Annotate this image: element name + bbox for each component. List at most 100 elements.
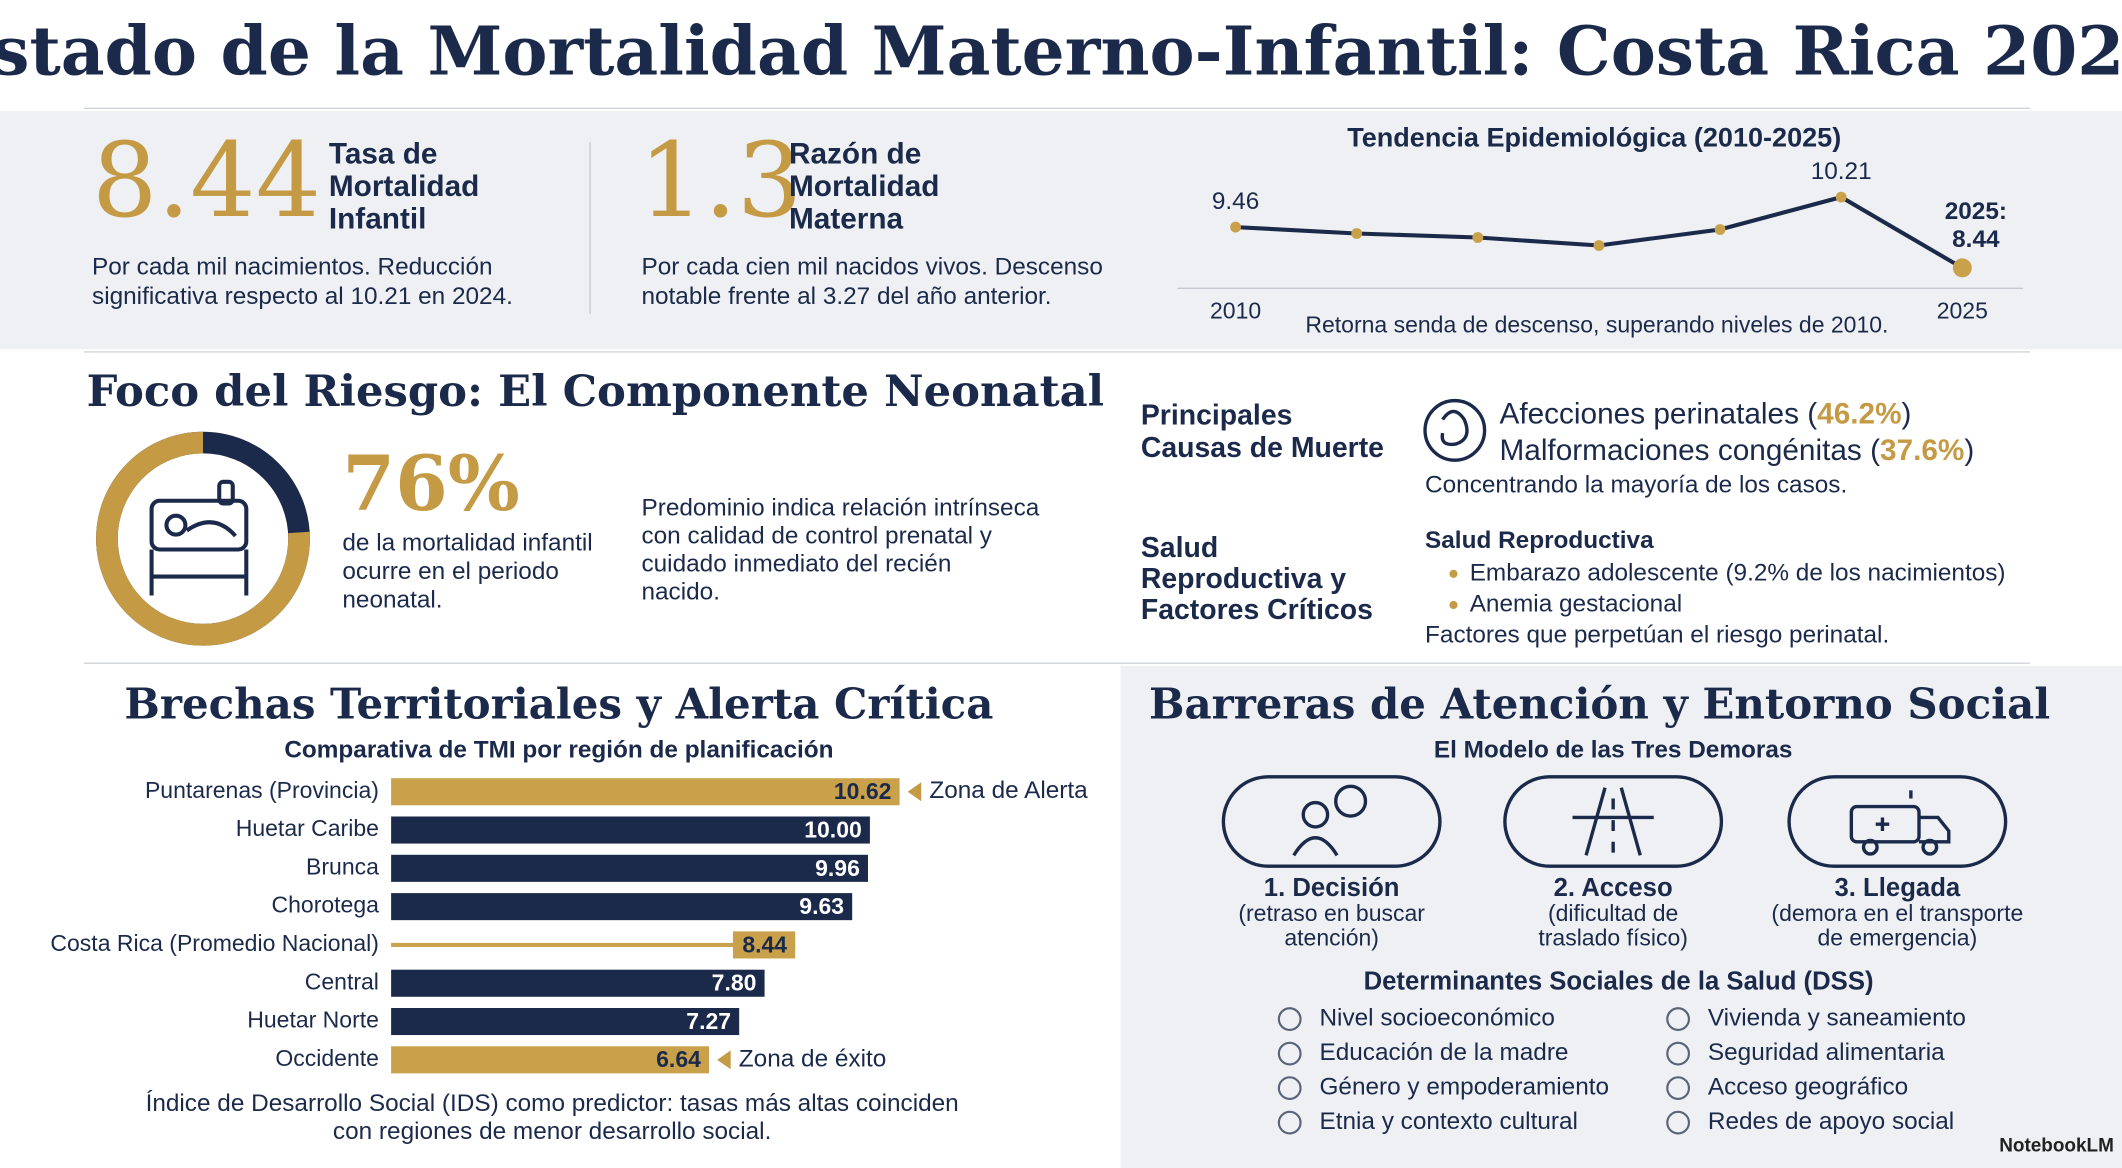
- data-label: 6.64: [656, 1046, 701, 1072]
- category-label: Brunca: [306, 853, 379, 879]
- delay-desc: atención): [1284, 924, 1379, 950]
- barriers-panel: [1120, 665, 2122, 1168]
- kpi-note: notable frente al 3.27 del año anterior.: [641, 283, 1051, 310]
- x-tick-label: 2025: [1937, 298, 1988, 324]
- bar: [391, 778, 900, 806]
- bar: [391, 969, 765, 997]
- dss-icon: [1666, 1007, 1691, 1032]
- trend-point: [1835, 191, 1847, 203]
- dss-icon: [1277, 1110, 1302, 1135]
- bar: [391, 1007, 740, 1036]
- data-label: 9.96: [815, 855, 860, 881]
- trend-point: [1472, 232, 1484, 243]
- heading: Factores Críticos: [1141, 594, 1373, 626]
- kpi-value: 1.3: [639, 122, 803, 241]
- chart-subtitle: Comparativa de TMI por región de planifi…: [284, 737, 833, 764]
- dss-icon: [1666, 1041, 1691, 1066]
- delay-icons: [1221, 775, 2008, 868]
- chart-title: Brechas Territoriales y Alerta Crítica: [124, 679, 993, 728]
- dss-item: Educación de la madre: [1319, 1039, 1568, 1066]
- percent-label: 76%: [342, 439, 519, 528]
- cause-text: Malformaciones congénitas (: [1499, 434, 1880, 467]
- dss-item: Redes de apoyo social: [1708, 1108, 1954, 1135]
- description: nacido.: [641, 578, 720, 605]
- percent-text: ocurre en el periodo: [342, 558, 559, 585]
- data-label: 10.21: [1811, 158, 1872, 185]
- kpi-band: [0, 111, 2122, 350]
- chart-note: Índice de Desarrollo Social (IDS) como p…: [146, 1090, 959, 1117]
- percent-text: neonatal.: [342, 586, 442, 613]
- trend-point: [1593, 240, 1605, 251]
- chart-note: Retorna senda de descenso, superando niv…: [1305, 311, 1888, 337]
- fetus-icon: [1423, 398, 1487, 462]
- heading: Principales: [1141, 399, 1293, 431]
- section-title: Barreras de Atención y Entorno Social: [1149, 679, 2050, 728]
- dss-item: Seguridad alimentaria: [1708, 1039, 1945, 1066]
- category-label: Occidente: [275, 1045, 379, 1071]
- kpi-label: Materna: [789, 202, 904, 235]
- cause: Afecciones perinatales (46.2%): [1499, 397, 1911, 430]
- kpi-label: Razón de: [789, 138, 921, 171]
- heading: Reproductiva y: [1141, 563, 1346, 595]
- annotation: Zona de Alerta: [929, 777, 1088, 804]
- bullet: [1449, 600, 1458, 610]
- data-label: 7.80: [712, 970, 757, 996]
- kpi-label: Tasa de: [329, 138, 438, 171]
- dss-icon: [1277, 1041, 1302, 1066]
- delay-desc: (dificultad de: [1548, 900, 1678, 926]
- dss-item: Género y empoderamiento: [1319, 1074, 1609, 1101]
- note: Factores que perpetúan el riesgo perinat…: [1425, 622, 1889, 649]
- kpi-label: Infantil: [329, 202, 427, 235]
- kpi-label: Mortalidad: [329, 170, 480, 203]
- data-label: 9.63: [799, 893, 844, 919]
- delay-title: 2. Acceso: [1554, 874, 1673, 902]
- heading: Causas de Muerte: [1141, 432, 1384, 464]
- annotation: Zona de éxito: [739, 1045, 887, 1072]
- data-label: 9.46: [1212, 188, 1259, 215]
- section-title: Foco del Riesgo: El Componente Neonatal: [87, 366, 1104, 417]
- annotation-arrow: [907, 782, 922, 802]
- reference-line: [391, 942, 796, 947]
- trend-point: [1714, 224, 1726, 235]
- crib-icon: [149, 479, 249, 596]
- delay-title: 3. Llegada: [1834, 874, 1960, 902]
- delay-desc: de emergencia): [1817, 924, 1977, 950]
- dss-icon: [1277, 1007, 1302, 1032]
- trend-point: [1230, 221, 1241, 233]
- dss-title: Determinantes Sociales de la Salud (DSS): [1364, 967, 1874, 995]
- delay-title: 1. Decisión: [1264, 874, 1400, 902]
- kpi-label: Mortalidad: [789, 170, 940, 203]
- bar: [391, 1046, 710, 1074]
- kpi-value: 8.44: [92, 122, 321, 241]
- percent-text: de la mortalidad infantil: [342, 530, 592, 557]
- delay-desc: traslado físico): [1538, 924, 1688, 950]
- kpi-note: Por cada mil nacimientos. Reducción: [92, 253, 493, 280]
- annotation-arrow: [717, 1050, 731, 1070]
- dss-icon: [1666, 1110, 1691, 1135]
- note: Concentrando la mayoría de los casos.: [1425, 471, 1847, 498]
- delay-desc: (retraso en buscar: [1238, 900, 1425, 926]
- section-subtitle: El Modelo de las Tres Demoras: [1434, 737, 1793, 764]
- category-label: Huetar Caribe: [236, 815, 379, 841]
- chart-note: con regiones de menor desarrollo social.: [333, 1118, 771, 1145]
- dss-icon: [1277, 1076, 1302, 1101]
- dss-item: Acceso geográfico: [1708, 1074, 1908, 1101]
- data-label: 10.00: [804, 816, 862, 842]
- description: con calidad de control prenatal y: [641, 522, 992, 549]
- dss-icon: [1666, 1076, 1691, 1101]
- category-label: Chorotega: [272, 892, 380, 918]
- label-box: [732, 931, 796, 959]
- bar: [391, 893, 853, 921]
- donut-arc: [96, 431, 310, 646]
- bar: [391, 816, 870, 844]
- data-label: 10.62: [834, 778, 892, 804]
- dss-item: Etnia y contexto cultural: [1319, 1108, 1577, 1135]
- bar: [391, 854, 868, 882]
- trend-point: [1351, 228, 1363, 239]
- chart-title: Tendencia Epidemiológica (2010-2025): [1347, 123, 1841, 153]
- description: cuidado inmediato del recién: [641, 550, 951, 577]
- bullet: [1449, 569, 1458, 578]
- cause-close: ): [1964, 434, 1974, 467]
